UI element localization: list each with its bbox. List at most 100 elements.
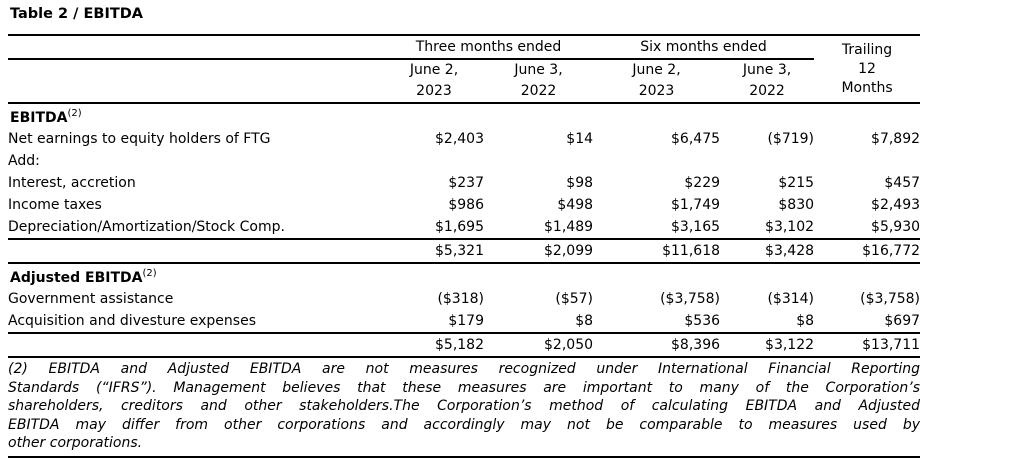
empty-cell — [814, 150, 920, 172]
row-label: Interest, accretion — [8, 174, 136, 191]
empty-header-cell — [8, 59, 384, 81]
footnote-ref: (2) — [142, 268, 157, 280]
total-cell: $8,396 — [593, 333, 721, 358]
row-label: Depreciation/Amortization/Stock Comp. — [8, 216, 384, 240]
value-cell: $2,403 — [435, 130, 484, 147]
value-cell: $1,695 — [384, 216, 484, 240]
period-header-3mo-2023: June 2, — [409, 62, 459, 78]
value-cell: $8 — [484, 310, 594, 334]
value-cell: $6,475 — [671, 130, 721, 147]
row-label: Income taxes — [8, 196, 102, 213]
value-cell: ($57) — [555, 290, 594, 307]
header-date-row: June 2, June 3, June 2, June 3, — [8, 59, 920, 81]
period-header-3mo-2022: June 3, — [514, 62, 563, 78]
header-year-row: 2023 2022 2023 2022 — [8, 81, 920, 104]
table-row: Interest, accretion $237 $98 $229 $215 $… — [8, 172, 920, 194]
table-row: Depreciation/Amortization/Stock Comp. $1… — [8, 216, 921, 240]
value-cell: $8 — [720, 310, 815, 334]
value-cell: $7,892 — [871, 130, 921, 147]
table-row: Net earnings to equity holders of FTG $2… — [8, 128, 920, 150]
subtotal-cell: $3,428 — [720, 239, 815, 264]
year-header-3mo-2022: 2022 — [484, 81, 594, 104]
empty-cell — [720, 150, 814, 172]
value-cell: $179 — [384, 310, 484, 334]
total-cell: $2,050 — [484, 333, 594, 358]
total-cell: $3,122 — [720, 333, 815, 358]
empty-cell — [8, 239, 384, 264]
empty-cell — [484, 150, 593, 172]
footnote-line: shareholders, creditors and other stakeh… — [8, 398, 920, 415]
value-cell: ($3,758) — [860, 290, 921, 307]
col-group-trailing: Trailing 12 Months — [814, 34, 921, 104]
footnote: (2) EBITDA and Adjusted EBITDA are not m… — [8, 358, 920, 458]
value-cell: $215 — [778, 174, 815, 191]
value-cell: $14 — [566, 130, 594, 147]
ebitda-table: Three months ended Six months ended Trai… — [8, 34, 921, 358]
row-label: Add: — [8, 152, 40, 169]
subtotal-cell: $11,618 — [593, 239, 721, 264]
footnote-line: (2) EBITDA and Adjusted EBITDA are not m… — [8, 361, 920, 377]
value-cell: $1,749 — [671, 196, 721, 213]
value-cell: ($318) — [437, 290, 484, 307]
value-cell: $498 — [557, 196, 594, 213]
footnote-line: EBITDA may differ from other corporation… — [8, 416, 920, 433]
section-heading-ebitda: EBITDA(2) — [8, 103, 920, 128]
value-cell: $3,102 — [720, 216, 815, 240]
value-cell: $5,930 — [814, 216, 921, 240]
total-row-adjusted-ebitda: $5,182 $2,050 $8,396 $3,122 $13,711 — [8, 333, 921, 358]
col-group-six-months: Six months ended — [593, 34, 815, 60]
period-header-6mo-2022: June 3, — [742, 62, 792, 78]
value-cell: $536 — [593, 310, 721, 334]
row-label: Government assistance — [8, 290, 174, 307]
trailing-line-3: Months — [841, 79, 893, 96]
value-cell: $457 — [884, 174, 921, 191]
value-cell: $2,493 — [871, 196, 921, 213]
page-title: Table 2 / EBITDA — [10, 6, 144, 22]
empty-cell — [593, 150, 720, 172]
value-cell: ($3,758) — [660, 290, 721, 307]
subtotal-cell: $2,099 — [484, 239, 594, 264]
empty-cell — [8, 333, 384, 358]
table-row: Add: — [8, 150, 920, 172]
table-row: Income taxes $986 $498 $1,749 $830 $2,49… — [8, 194, 920, 216]
table-row: Acquisition and divesture expenses $179 … — [8, 310, 921, 334]
header-group-row: Three months ended Six months ended Trai… — [8, 34, 921, 104]
trailing-line-1: Trailing — [841, 41, 893, 58]
total-cell: $5,182 — [384, 333, 484, 358]
section-heading-row: EBITDA(2) — [8, 103, 920, 128]
row-label: Acquisition and divesture expenses — [8, 310, 384, 334]
subtotal-cell: $16,772 — [814, 239, 921, 264]
subtotal-row-ebitda: $5,321 $2,099 $11,618 $3,428 $16,772 — [8, 239, 921, 264]
subtotal-cell: $5,321 — [384, 239, 484, 264]
value-cell: $830 — [778, 196, 815, 213]
section-heading-label: Adjusted EBITDA — [10, 269, 143, 286]
value-cell: ($314) — [767, 290, 815, 307]
year-header-6mo-2023: 2023 — [593, 81, 721, 104]
row-label: Net earnings to equity holders of FTG — [8, 130, 271, 147]
value-cell: $237 — [448, 174, 484, 191]
year-header-3mo-2023: 2023 — [384, 81, 484, 104]
value-cell: ($719) — [767, 130, 815, 147]
value-cell: $98 — [566, 174, 594, 191]
year-header-6mo-2022: 2022 — [720, 81, 815, 104]
section-heading-adjusted-ebitda: Adjusted EBITDA(2) — [8, 263, 920, 288]
value-cell: $697 — [814, 310, 921, 334]
total-cell: $13,711 — [814, 333, 921, 358]
value-cell: $3,165 — [593, 216, 721, 240]
period-header-6mo-2023: June 2, — [632, 62, 681, 78]
value-cell: $229 — [684, 174, 721, 191]
empty-header-cell — [8, 34, 384, 60]
section-heading-label: EBITDA — [10, 109, 68, 126]
table-row: Government assistance ($318) ($57) ($3,7… — [8, 288, 920, 310]
footnote-line: other corporations. — [8, 435, 143, 452]
value-cell: $1,489 — [484, 216, 594, 240]
col-group-three-months: Three months ended — [384, 34, 594, 60]
empty-header-cell — [8, 81, 384, 104]
footnote-ref: (2) — [67, 108, 82, 120]
trailing-line-2: 12 — [858, 60, 876, 77]
value-cell: $986 — [448, 196, 484, 213]
footnote-line: Standards (“IFRS”). Management believes … — [8, 379, 920, 396]
empty-cell — [384, 150, 484, 172]
section-heading-row: Adjusted EBITDA(2) — [8, 263, 920, 288]
